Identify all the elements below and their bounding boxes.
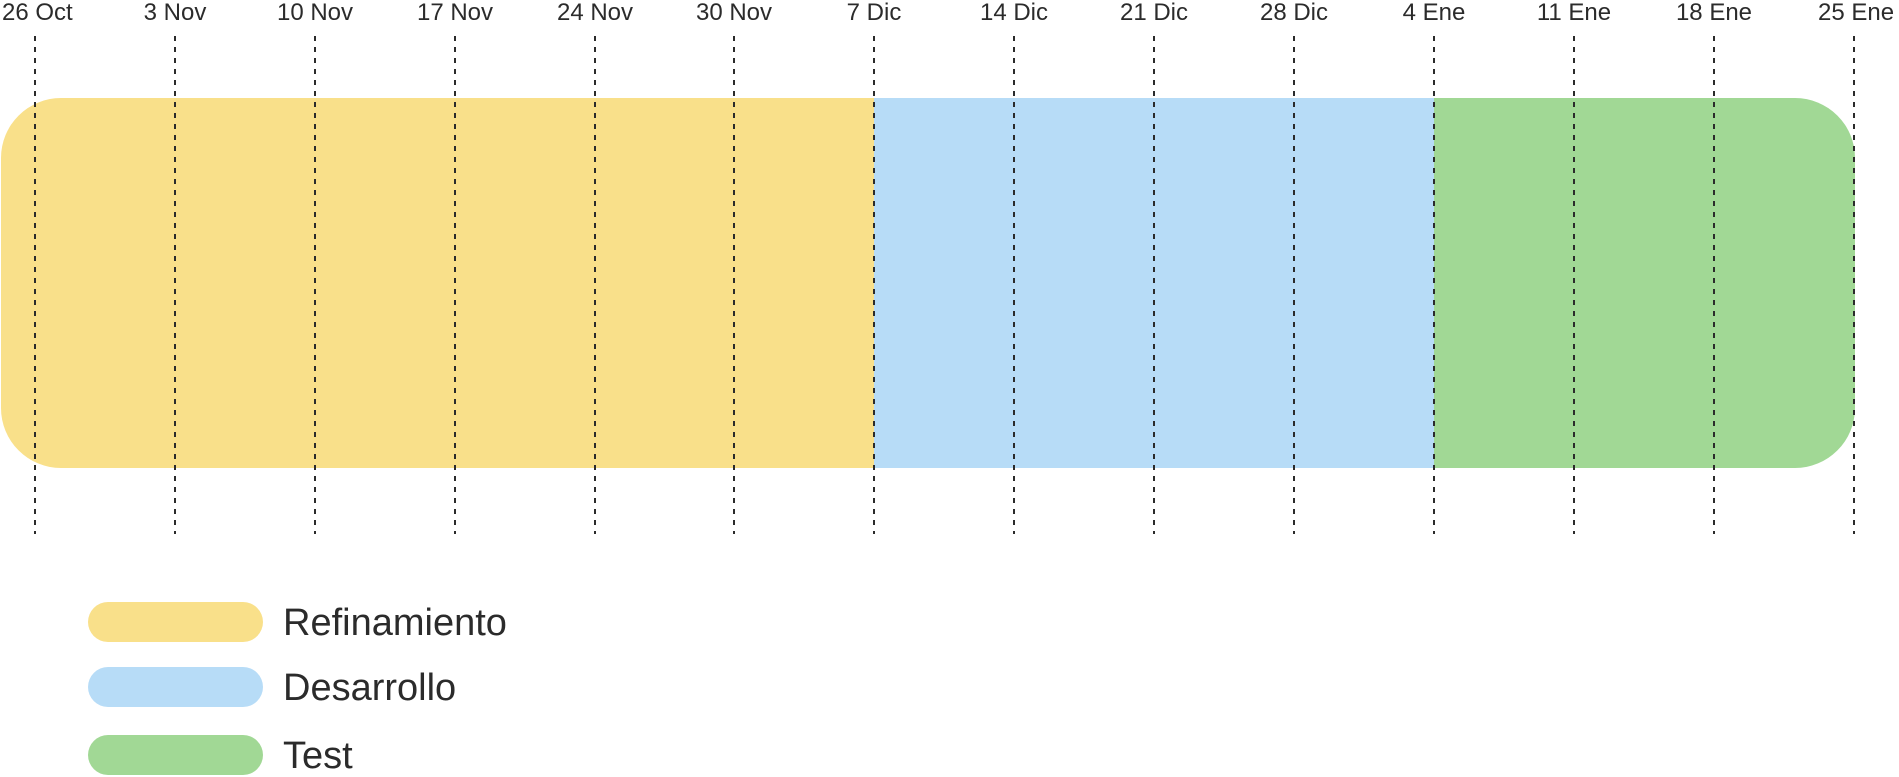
legend-label-desarrollo: Desarrollo <box>283 667 456 709</box>
legend-label-test: Test <box>283 735 353 777</box>
date-tick-labels: 26 Oct 3 Nov 10 Nov 17 Nov 24 Nov 30 Nov 7 Dic… <box>2 0 1894 26</box>
tick-label: 21 Dic <box>1120 0 1188 26</box>
phase-bar-test <box>1434 98 1855 468</box>
tick-label: 14 Dic <box>980 0 1048 26</box>
tick-label: 3 Nov <box>144 0 207 26</box>
tick-label: 25 Ene <box>1818 0 1894 26</box>
legend-label-refinamiento: Refinamiento <box>283 602 507 644</box>
tick-label: 28 Dic <box>1260 0 1328 26</box>
tick-label: 4 Ene <box>1403 0 1466 26</box>
legend: Refinamiento Desarrollo Test <box>88 602 507 777</box>
phase-bar-refinamiento <box>1 98 874 468</box>
phase-bars <box>1 98 1855 468</box>
tick-label: 7 Dic <box>847 0 902 26</box>
tick-label: 24 Nov <box>557 0 633 26</box>
tick-label: 17 Nov <box>417 0 493 26</box>
tick-label: 26 Oct <box>2 0 73 26</box>
legend-swatch-test <box>88 735 263 775</box>
tick-label: 18 Ene <box>1676 0 1752 26</box>
tick-label: 11 Ene <box>1537 0 1611 26</box>
legend-swatch-desarrollo <box>88 667 263 707</box>
legend-swatch-refinamiento <box>88 602 263 642</box>
tick-label: 30 Nov <box>696 0 772 26</box>
tick-label: 10 Nov <box>277 0 353 26</box>
